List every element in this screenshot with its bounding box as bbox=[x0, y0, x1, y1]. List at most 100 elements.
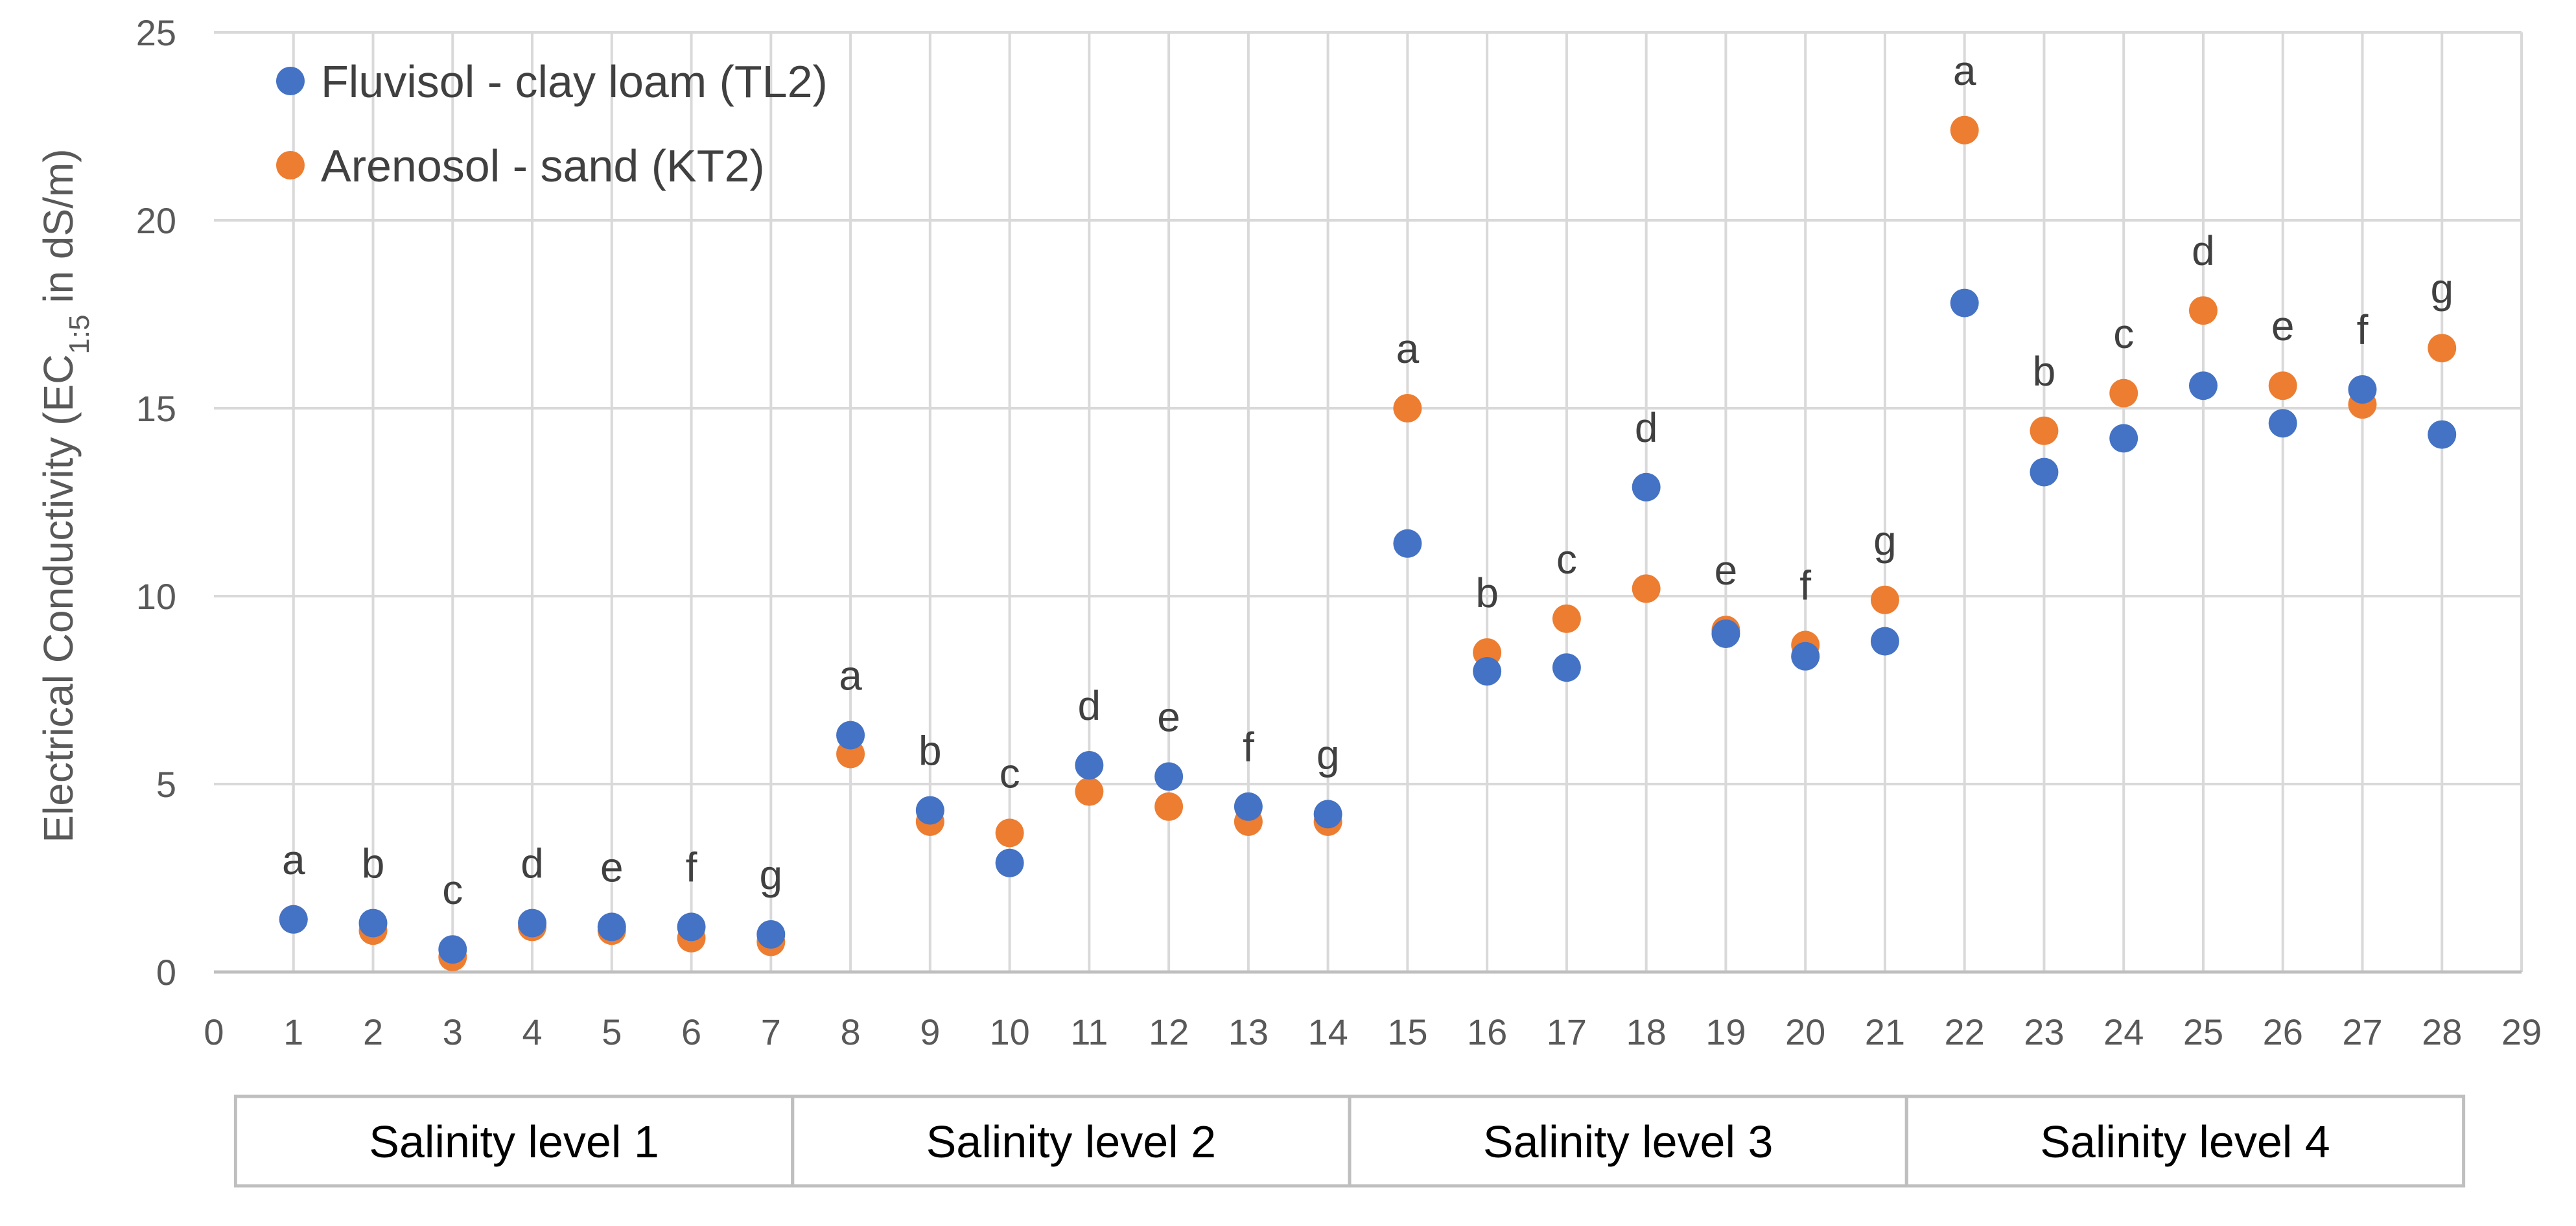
arenosol-point bbox=[1552, 604, 1581, 633]
arenosol-point bbox=[1870, 585, 1899, 614]
arenosol-point bbox=[1154, 792, 1184, 821]
x-tick-label: 5 bbox=[602, 1012, 622, 1052]
fluvisol-point bbox=[2030, 457, 2059, 487]
significance-letter: d bbox=[1078, 682, 1101, 729]
significance-letter: b bbox=[362, 840, 385, 887]
fluvisol-point bbox=[2428, 420, 2457, 449]
significance-letter: b bbox=[2033, 348, 2056, 395]
fluvisol-point bbox=[2348, 375, 2377, 404]
legend-label: Fluvisol - clay loam (TL2) bbox=[321, 56, 828, 107]
significance-letter: d bbox=[521, 840, 544, 887]
salinity-group-box bbox=[1904, 1094, 2466, 1188]
salinity-groups: Salinity level 1 Salinity level 2 Salinity… bbox=[233, 1094, 2466, 1188]
fluvisol-point bbox=[1313, 800, 1342, 829]
significance-letter: e bbox=[600, 844, 624, 890]
fluvisol-point bbox=[995, 848, 1024, 877]
fluvisol-point bbox=[358, 908, 388, 938]
fluvisol-point bbox=[677, 912, 706, 942]
fluvisol-point bbox=[438, 935, 467, 964]
arenosol-point bbox=[1950, 115, 1979, 145]
x-tick-label: 17 bbox=[1547, 1012, 1587, 1052]
x-tick-label: 21 bbox=[1865, 1012, 1905, 1052]
x-tick-label: 3 bbox=[443, 1012, 463, 1052]
significance-letter: f bbox=[1799, 562, 1811, 608]
significance-letter: b bbox=[1475, 570, 1499, 616]
legend-marker bbox=[276, 67, 305, 95]
significance-letter: f bbox=[1243, 724, 1254, 770]
y-tick-label: 5 bbox=[156, 764, 176, 805]
fluvisol-point bbox=[1075, 751, 1104, 780]
x-tick-label: 22 bbox=[1945, 1012, 1985, 1052]
significance-letter: f bbox=[2357, 306, 2369, 353]
x-tick-label: 10 bbox=[989, 1012, 1029, 1052]
x-tick-label: 16 bbox=[1467, 1012, 1507, 1052]
x-tick-label: 2 bbox=[363, 1012, 383, 1052]
fluvisol-point bbox=[1552, 653, 1581, 682]
x-tick-label: 14 bbox=[1307, 1012, 1348, 1052]
significance-letter: e bbox=[1715, 547, 1738, 594]
legend-label: Arenosol - sand (KT2) bbox=[321, 141, 765, 191]
y-axis-label-subscript: 1:5 bbox=[64, 314, 95, 354]
fluvisol-point bbox=[279, 905, 308, 934]
x-tick-label: 8 bbox=[840, 1012, 860, 1052]
significance-letters: a b c d e f g a b c d e f g a b c d e f g a b c d e f g bbox=[282, 47, 2453, 913]
x-tick-label: 25 bbox=[2183, 1012, 2223, 1052]
fluvisol-point bbox=[1711, 619, 1740, 648]
significance-letter: a bbox=[839, 653, 862, 699]
fluvisol-point bbox=[518, 908, 547, 938]
x-tick-label: 1 bbox=[283, 1012, 303, 1052]
x-tick-label: 27 bbox=[2342, 1012, 2382, 1052]
fluvisol-point bbox=[836, 721, 865, 750]
significance-letter: c bbox=[1556, 536, 1577, 583]
fluvisol-point bbox=[1870, 627, 1899, 656]
fluvisol-point bbox=[1234, 792, 1263, 821]
x-tick-label: 12 bbox=[1149, 1012, 1189, 1052]
y-tick-label: 15 bbox=[136, 388, 176, 429]
arenosol-point bbox=[1393, 394, 1422, 422]
significance-letter: a bbox=[1396, 325, 1420, 372]
y-axis-label-end: in dS/m) bbox=[35, 148, 82, 314]
fluvisol-point bbox=[2268, 409, 2297, 438]
x-tick-label: 26 bbox=[2263, 1012, 2303, 1052]
x-tick-label: 13 bbox=[1228, 1012, 1269, 1052]
x-tick-label: 29 bbox=[2501, 1012, 2542, 1052]
fluvisol-point bbox=[915, 796, 944, 825]
x-tick-label: 20 bbox=[1785, 1012, 1825, 1052]
y-axis-label: Electrical Conductivity (EC1:5 in dS/m) bbox=[35, 148, 95, 842]
y-tick-label: 0 bbox=[156, 952, 176, 993]
significance-letter: f bbox=[686, 844, 697, 890]
significance-letter: b bbox=[919, 728, 942, 774]
x-tick-label: 11 bbox=[1070, 1012, 1108, 1052]
x-tick-label: 4 bbox=[522, 1012, 542, 1052]
significance-letter: e bbox=[1157, 693, 1180, 740]
fluvisol-point bbox=[756, 920, 786, 949]
arenosol-point bbox=[995, 818, 1024, 848]
significance-letter: g bbox=[2430, 265, 2453, 312]
x-tick-label: 7 bbox=[761, 1012, 781, 1052]
y-tick-label: 20 bbox=[136, 200, 176, 241]
fluvisol-point bbox=[2188, 371, 2218, 400]
arenosol-point bbox=[2188, 296, 2218, 325]
data-points bbox=[279, 115, 2457, 971]
significance-letter: d bbox=[1635, 404, 1658, 451]
x-tick-label: 24 bbox=[2103, 1012, 2144, 1052]
significance-letter: c bbox=[442, 866, 463, 913]
y-tick-label: 10 bbox=[136, 576, 176, 617]
fluvisol-point bbox=[1154, 762, 1184, 791]
arenosol-point bbox=[2030, 416, 2059, 445]
fluvisol-point bbox=[597, 912, 626, 942]
significance-letter: a bbox=[282, 837, 305, 883]
arenosol-point bbox=[2428, 334, 2457, 363]
salinity-group-label: Salinity level 4 bbox=[2040, 1116, 2330, 1167]
y-axis-label-main: Electrical Conductivity (EC bbox=[35, 354, 82, 843]
significance-letter: g bbox=[760, 851, 783, 898]
fluvisol-point bbox=[1632, 472, 1661, 502]
significance-letter: g bbox=[1317, 731, 1340, 778]
arenosol-point bbox=[1632, 574, 1661, 603]
x-tick-label: 19 bbox=[1705, 1012, 1746, 1052]
fluvisol-point bbox=[1473, 657, 1502, 686]
significance-letter: a bbox=[1953, 47, 1976, 94]
legend-marker bbox=[276, 151, 305, 179]
x-tick-label: 0 bbox=[204, 1012, 224, 1052]
